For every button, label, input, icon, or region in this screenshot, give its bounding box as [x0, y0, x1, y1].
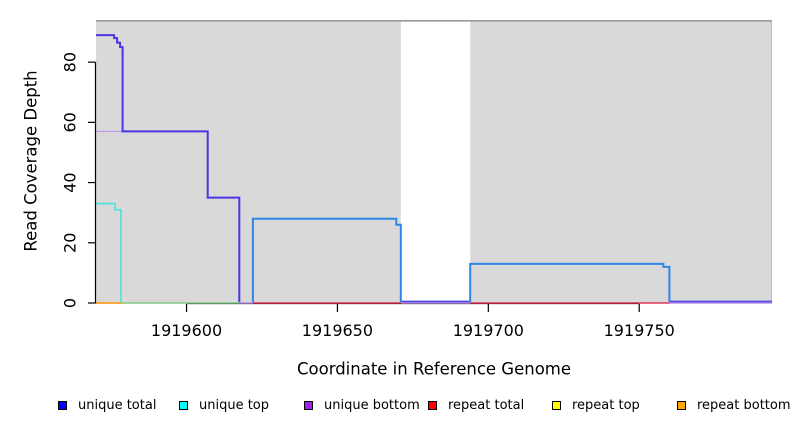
y-tick-label: 60	[61, 112, 80, 132]
unique-total-mid-block-line	[251, 217, 402, 303]
unique-top-steps-line	[96, 202, 122, 303]
unique-total-left-block-line	[96, 34, 241, 303]
unique-total-right-block-line	[469, 262, 671, 303]
x-tick-label: 1919650	[302, 321, 373, 340]
y-tick-label: 0	[61, 298, 80, 308]
coverage-shaded-region	[470, 21, 772, 304]
y-tick-label: 20	[61, 233, 80, 253]
y-axis-title: Read Coverage Depth	[21, 70, 41, 252]
x-tick-label: 1919750	[604, 321, 675, 340]
x-axis-title: Coordinate in Reference Genome	[296, 359, 572, 379]
y-tick-label: 80	[61, 52, 80, 72]
x-tick-label: 1919600	[151, 321, 222, 340]
x-tick-label: 1919700	[453, 321, 524, 340]
y-tick-label: 40	[61, 172, 80, 192]
coverage-shaded-region	[96, 21, 401, 304]
